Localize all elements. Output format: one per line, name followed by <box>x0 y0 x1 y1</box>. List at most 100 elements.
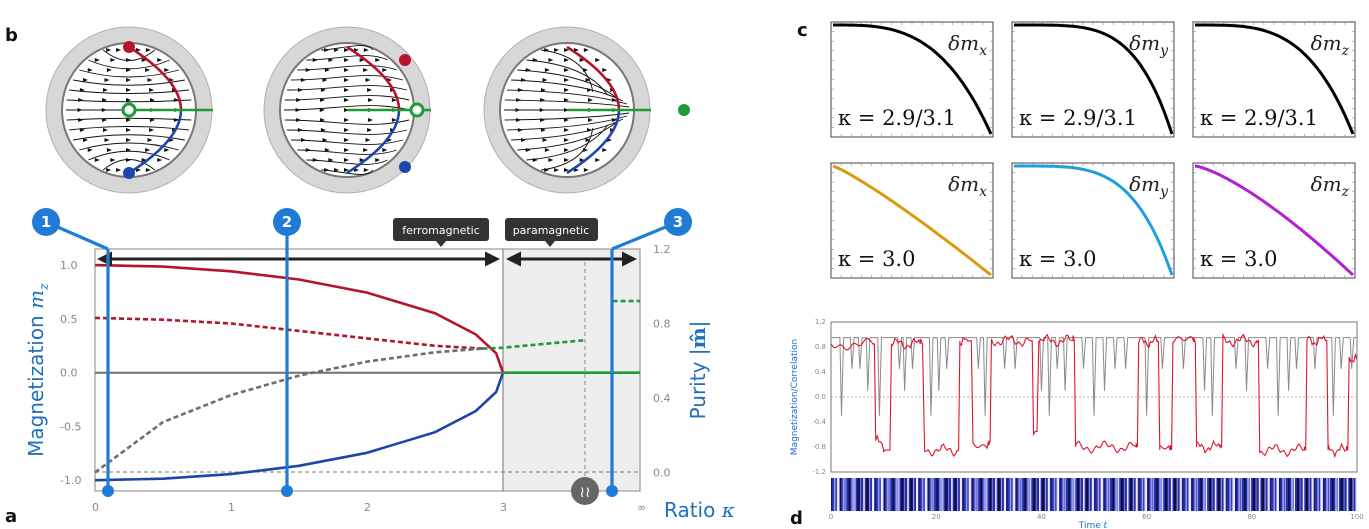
mini-label-var: δm <box>1311 172 1342 196</box>
flow-arrow <box>149 118 155 122</box>
flow-arrow <box>87 148 93 152</box>
barcode-stripe <box>845 478 847 511</box>
barcode-stripe <box>974 478 977 511</box>
barcode-stripe <box>1349 478 1353 511</box>
mini-frame <box>1011 21 1175 138</box>
flow-arrow <box>587 98 593 102</box>
mini-label-var: δm <box>1311 31 1342 55</box>
flow-arrow <box>564 138 569 142</box>
barcode-stripe <box>1162 478 1164 511</box>
flow-arrow <box>548 158 554 162</box>
flow-arrow <box>305 68 311 72</box>
barcode-stripe <box>971 478 973 511</box>
marker-badge-1 <box>32 208 60 236</box>
flow-arrow <box>564 88 569 92</box>
paramagnetic-label: paramagnetic <box>513 224 590 237</box>
flow-arrow <box>110 158 116 162</box>
barcode-stripe <box>1097 478 1100 511</box>
trace-y-tick: -0.8 <box>812 443 826 451</box>
magnetization-trace <box>830 332 1358 459</box>
mini-label-var: δm <box>948 31 979 55</box>
mini-curve <box>1014 164 1174 276</box>
trace-x-tick: 100 <box>1350 513 1363 521</box>
barcode-stripe <box>1021 478 1023 511</box>
barcode-stripe <box>1124 478 1125 511</box>
barcode-stripe <box>1335 478 1338 511</box>
flow-field <box>283 45 411 175</box>
flow-arrow <box>564 78 569 82</box>
fixed-point-top <box>123 41 135 53</box>
series-red-dotted-2 <box>94 316 483 350</box>
barcode-stripe <box>1226 478 1228 511</box>
flow-arrow <box>320 128 326 132</box>
y-tick-label: 0.0 <box>60 367 78 380</box>
flow-arrow <box>365 138 371 142</box>
barcode-stripe <box>1068 478 1070 511</box>
barcode-stripe <box>948 478 949 511</box>
barcode-stripe <box>875 478 876 511</box>
flow-arrow <box>145 68 151 72</box>
flow-arrow <box>344 88 349 92</box>
fixed-point-bottom <box>123 167 135 179</box>
x-axis-label: Ratio κ <box>664 498 735 522</box>
mini-label-sub: y <box>1159 43 1169 59</box>
barcode-stripe <box>1305 478 1309 511</box>
barcode-stripe <box>836 478 840 511</box>
barcode-stripe <box>1179 478 1182 511</box>
barcode-stripe <box>1050 478 1052 511</box>
mini-label: δmz <box>1311 172 1350 200</box>
mini-label-sub: z <box>1341 184 1350 200</box>
mini-kappa: κ = 3.0 <box>838 247 915 271</box>
flow-arrow <box>147 138 153 142</box>
mini-kappa: κ = 2.9/3.1 <box>838 106 956 130</box>
mini-ticks <box>1193 163 1355 278</box>
flow-arrow <box>367 98 373 102</box>
mini-label-sub: z <box>1341 43 1350 59</box>
trace-lines <box>830 332 1358 459</box>
barcode-stripe <box>883 478 885 511</box>
flow-arrow <box>579 58 585 62</box>
barcode-stripe <box>957 478 959 511</box>
streamline <box>283 105 411 111</box>
barcode-stripe <box>1296 478 1299 511</box>
barcode-stripe <box>880 478 884 511</box>
mini-label: δmy <box>1129 172 1169 200</box>
flow-arrow <box>544 48 550 52</box>
barcode-stripe <box>1091 478 1094 511</box>
flow-arrow <box>319 108 325 112</box>
flow-arrow <box>517 88 523 92</box>
flow-arrow <box>116 168 122 172</box>
flow-arrow <box>515 108 521 112</box>
barcode-stripe <box>1267 478 1270 511</box>
streamline <box>73 79 185 86</box>
barcode-stripe <box>839 478 841 511</box>
barcode-stripe <box>1329 478 1330 511</box>
barcode-stripe <box>1030 478 1032 511</box>
mini-plot-5: δmy κ = 3.0 <box>1011 162 1175 279</box>
barcode-stripe <box>933 478 935 511</box>
barcode-stripe <box>1261 478 1265 511</box>
flow-arrow <box>295 108 301 112</box>
x-tick-label: 0 <box>92 501 99 514</box>
barcode-stripe <box>913 478 915 511</box>
marker-foot-2 <box>281 485 293 497</box>
barcode-stripe <box>1311 478 1314 511</box>
mini-kappa: κ = 2.9/3.1 <box>1019 106 1137 130</box>
flow-arrow <box>344 78 349 82</box>
flow-arrow <box>328 58 334 62</box>
barcode-stripe <box>901 478 904 511</box>
mini-frame <box>830 162 994 279</box>
barcode-stripe <box>1039 478 1041 511</box>
flow-arrow <box>126 68 131 72</box>
flow-arrow <box>532 58 538 62</box>
trace-y-tick: -1.2 <box>812 468 826 476</box>
barcode-stripe <box>1314 478 1316 511</box>
barcode-stripe <box>863 478 865 511</box>
barcode-stripe <box>1285 478 1286 511</box>
barcode-stripe <box>1015 478 1017 511</box>
flow-arrow <box>149 88 155 92</box>
flow-arrow <box>564 58 569 62</box>
flow-arrow <box>116 48 122 52</box>
barcode-stripe <box>910 478 913 511</box>
flow-arrow <box>564 68 569 72</box>
